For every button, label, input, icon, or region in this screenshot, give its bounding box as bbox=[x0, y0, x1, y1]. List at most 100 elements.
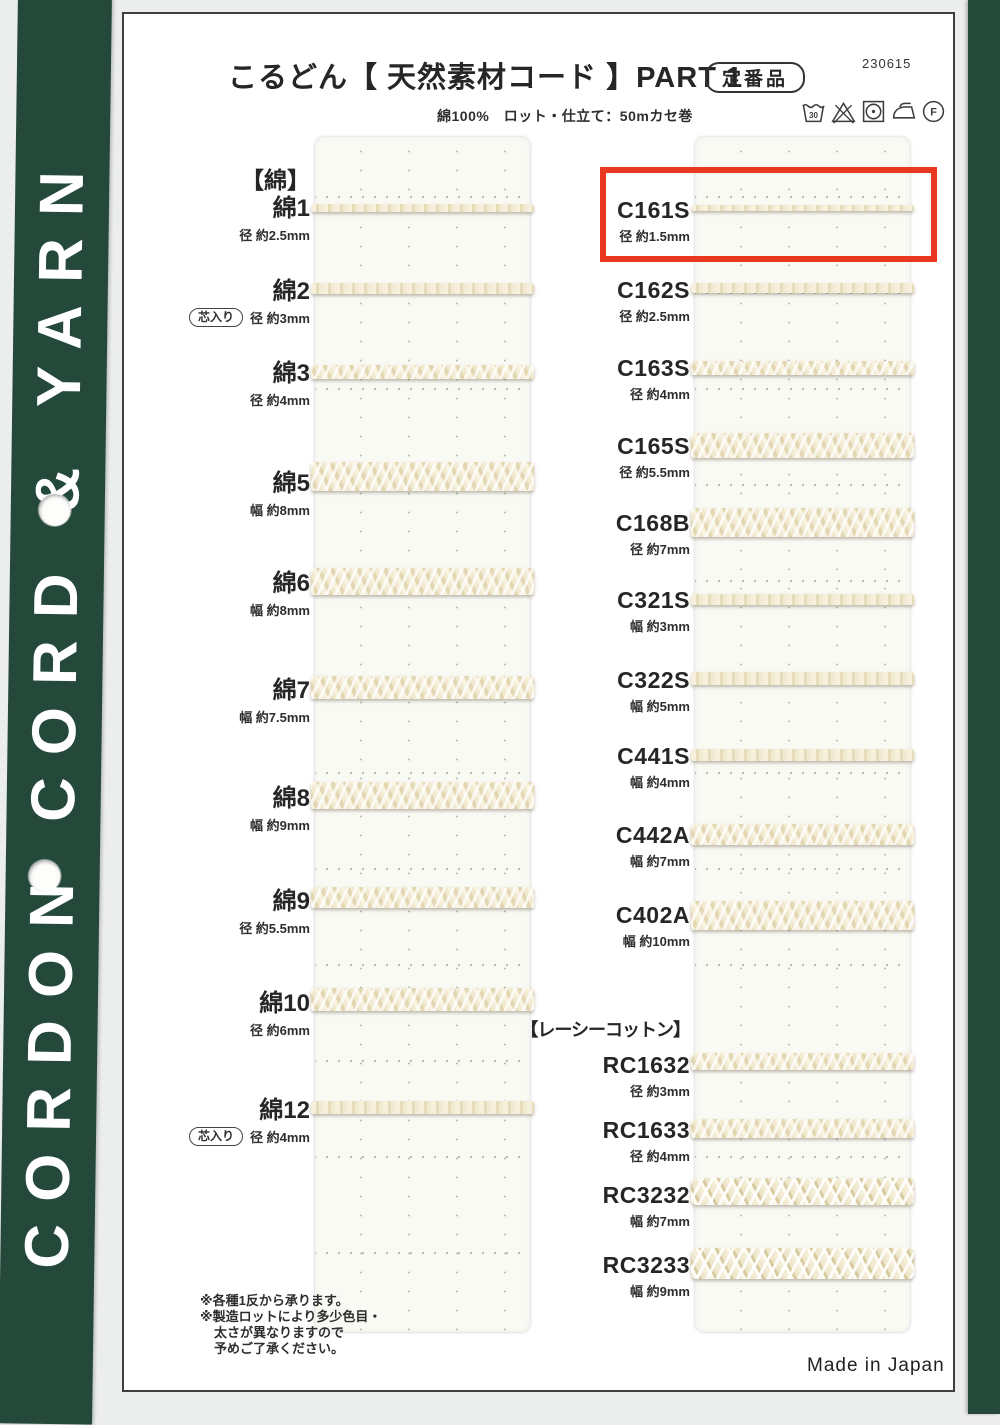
cord-men-8 bbox=[311, 782, 534, 809]
product-name: 綿10 bbox=[259, 990, 310, 1017]
product-size: 幅 約7.5mm bbox=[239, 709, 310, 725]
product-name: RC1633 bbox=[602, 1117, 690, 1143]
cord-men-10 bbox=[311, 988, 534, 1011]
tumble-dry-icon bbox=[860, 98, 887, 125]
product-size: 径 約3mm bbox=[630, 1083, 690, 1099]
cord-men-12 bbox=[311, 1101, 534, 1114]
svg-text:30: 30 bbox=[809, 111, 818, 120]
sample-strip-right bbox=[695, 137, 910, 1332]
care-symbols: 30 F bbox=[800, 98, 947, 125]
product-name: 綿6 bbox=[272, 570, 310, 597]
spec-subtitle: 綿100% ロット・仕立て：50mカセ巻 bbox=[437, 108, 693, 124]
section-header-lacy-cotton: 【レーシーコットン】 bbox=[520, 1020, 691, 1040]
product-item: 綿10 径 約6mm bbox=[250, 990, 310, 1039]
core-badge: 芯入り bbox=[189, 1126, 244, 1146]
cord-c442a bbox=[691, 824, 914, 845]
product-item: RC3232 幅 約7mm bbox=[603, 1182, 690, 1230]
cord-c441s bbox=[691, 749, 914, 761]
product-item: C168B 径 約7mm bbox=[616, 510, 690, 558]
product-name: C161S bbox=[617, 197, 690, 223]
cord-c402a bbox=[691, 901, 914, 930]
cord-men-9 bbox=[311, 887, 534, 908]
product-name: C162S bbox=[617, 277, 690, 303]
product-name: 綿5 bbox=[272, 470, 310, 497]
sample-strip-left bbox=[315, 137, 530, 1332]
product-size: 径 約4mm bbox=[630, 1148, 690, 1164]
sample-card: こるどん【 天然素材コード 】PART 1 定番品 230615 綿100% ロ… bbox=[122, 12, 955, 1392]
core-badge: 芯入り bbox=[189, 307, 244, 327]
cord-men-7 bbox=[311, 676, 534, 699]
brand-sidebar: CORDON CORD & YARN bbox=[0, 0, 112, 1425]
product-item: C322S 幅 約5mm bbox=[617, 667, 690, 715]
product-name: 綿7 bbox=[272, 677, 310, 704]
product-name: 綿9 bbox=[272, 888, 310, 915]
note-line: 太さが異なりますので bbox=[214, 1325, 345, 1340]
product-item: RC1633 径 約4mm bbox=[603, 1117, 690, 1165]
cord-men-2 bbox=[311, 283, 534, 294]
product-size: 径 約6mm bbox=[250, 1022, 310, 1038]
product-size: 径 約2.5mm bbox=[239, 227, 310, 243]
iron-icon bbox=[890, 98, 917, 125]
product-size: 径 約5.5mm bbox=[239, 920, 310, 936]
cord-c163s bbox=[691, 361, 914, 375]
product-item: 綿3 径 約4mm bbox=[250, 360, 310, 409]
product-item: 綿12 芯入り径 約4mm bbox=[189, 1097, 310, 1146]
cord-men-6 bbox=[311, 568, 534, 595]
cord-c162s bbox=[691, 283, 914, 293]
product-size: 幅 約8mm bbox=[250, 502, 310, 518]
wash-30-icon: 30 bbox=[800, 98, 827, 125]
cord-c161s bbox=[691, 205, 914, 211]
highlight-box bbox=[600, 167, 937, 262]
product-item: RC3233 幅 約9mm bbox=[603, 1252, 690, 1300]
note-line: 予めご了承ください。 bbox=[214, 1341, 345, 1356]
product-size: 幅 約8mm bbox=[250, 602, 310, 618]
product-size: 径 約4mm bbox=[250, 392, 310, 408]
product-item: C165S 径 約5.5mm bbox=[617, 433, 690, 481]
product-name: 綿2 bbox=[272, 278, 310, 305]
product-size: 径 約4mm bbox=[630, 386, 690, 402]
product-name: 綿12 bbox=[259, 1097, 310, 1124]
cord-rc1632 bbox=[691, 1053, 914, 1070]
product-name: C321S bbox=[617, 587, 690, 613]
cord-men-5 bbox=[311, 462, 534, 491]
product-item: C321S 幅 約3mm bbox=[617, 587, 690, 635]
svg-text:F: F bbox=[930, 107, 937, 119]
product-size: 径 約1.5mm bbox=[619, 228, 690, 244]
section-header-cotton: 【綿】 bbox=[241, 167, 310, 193]
product-item: RC1632 径 約3mm bbox=[603, 1052, 690, 1100]
cord-rc3233 bbox=[691, 1248, 914, 1279]
product-size: 幅 約9mm bbox=[250, 817, 310, 833]
product-size: 幅 約5mm bbox=[630, 698, 690, 714]
product-name: 綿3 bbox=[272, 360, 310, 387]
cord-c165s bbox=[691, 433, 914, 458]
card-edge-strip bbox=[968, 0, 1000, 1414]
cord-c321s bbox=[691, 594, 914, 605]
product-name: RC3232 bbox=[602, 1182, 690, 1208]
product-name: C442A bbox=[615, 822, 690, 848]
product-size: 幅 約10mm bbox=[622, 933, 690, 949]
cord-men-3 bbox=[311, 365, 534, 379]
product-size: 幅 約7mm bbox=[630, 1213, 690, 1229]
product-name: C322S bbox=[617, 667, 690, 693]
product-item: 綿5 幅 約8mm bbox=[250, 470, 310, 519]
product-size: 径 約7mm bbox=[630, 541, 690, 557]
product-name: RC3233 bbox=[602, 1252, 690, 1278]
product-size: 幅 約4mm bbox=[630, 774, 690, 790]
product-item: 綿1 径 約2.5mm bbox=[239, 195, 310, 244]
note-line: ※各種1反から承ります。 bbox=[200, 1293, 349, 1308]
cord-c168b bbox=[691, 508, 914, 537]
product-item: 綿8 幅 約9mm bbox=[250, 785, 310, 834]
page-title: こるどん【 天然素材コード 】PART 1 bbox=[228, 62, 744, 94]
made-in-japan-label: Made in Japan bbox=[807, 1355, 945, 1376]
cord-rc1633 bbox=[691, 1119, 914, 1138]
product-item: C163S 径 約4mm bbox=[617, 355, 690, 403]
product-name: 綿8 bbox=[272, 785, 310, 812]
product-name: C168B bbox=[615, 510, 690, 536]
product-size: 幅 約7mm bbox=[630, 853, 690, 869]
product-name: C165S bbox=[617, 433, 690, 459]
product-item: 綿6 幅 約8mm bbox=[250, 570, 310, 619]
product-name: 綿1 bbox=[272, 195, 310, 222]
product-item: C442A 幅 約7mm bbox=[616, 822, 690, 870]
note-line: ※製造ロットにより多少色目・ bbox=[200, 1309, 382, 1324]
product-size: 幅 約9mm bbox=[630, 1283, 690, 1299]
